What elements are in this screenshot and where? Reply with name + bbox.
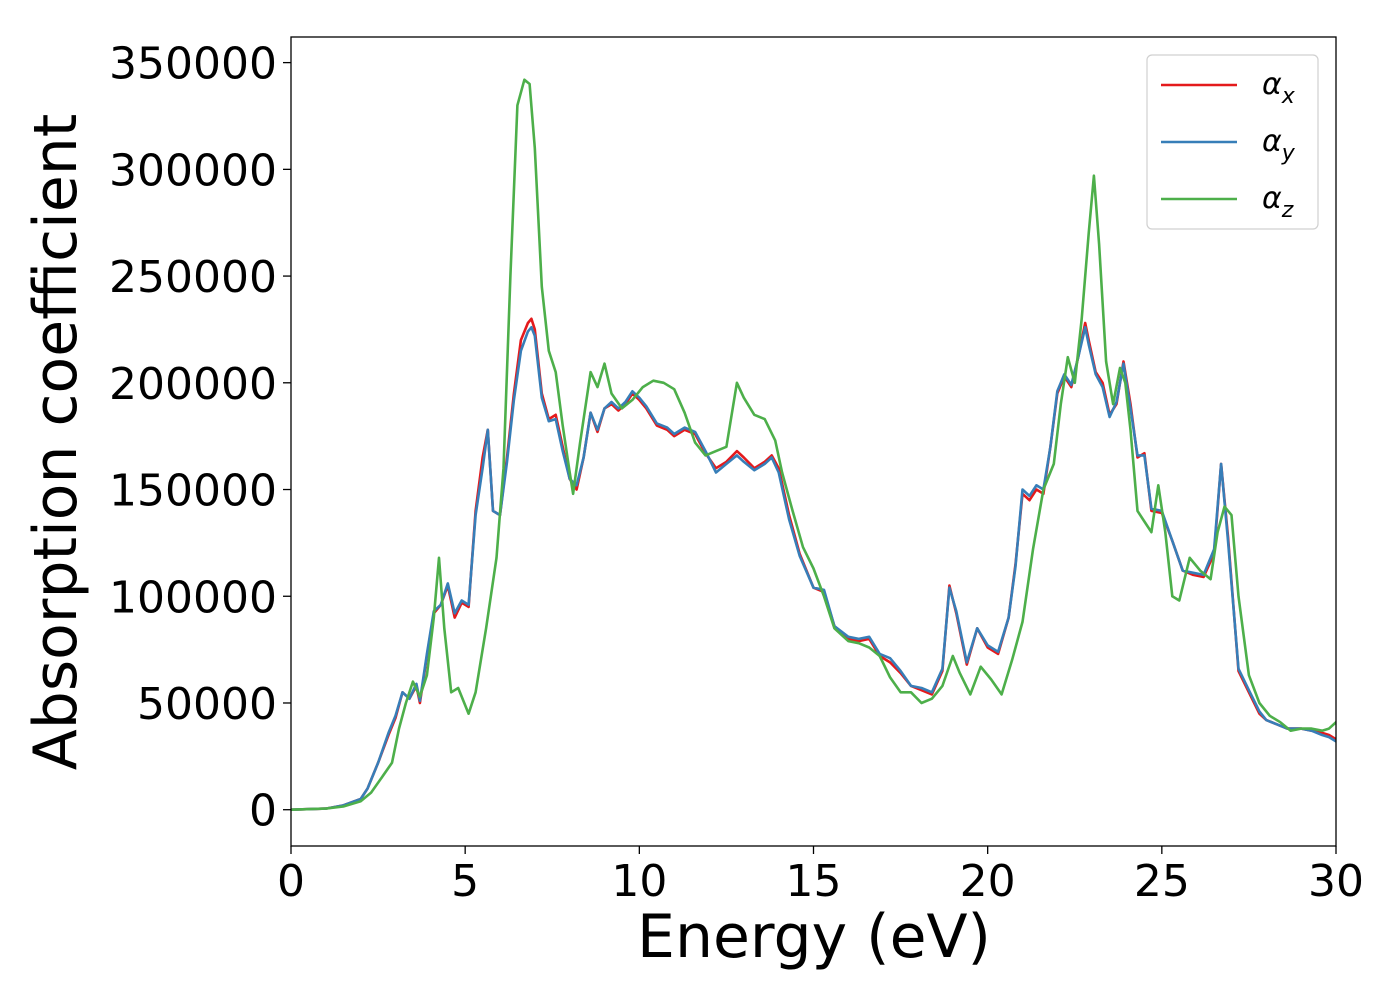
legend-label-y: αy xyxy=(1262,124,1296,166)
x-tick-label: 30 xyxy=(1308,856,1364,907)
legend-label-z: αz xyxy=(1262,181,1294,223)
plot-lines xyxy=(291,78,1336,811)
x-axis: 0 5 10 15 20 25 30 xyxy=(277,846,1364,907)
y-axis-label: Absorption coefficient xyxy=(21,114,91,771)
legend: αx αy αz xyxy=(1146,54,1319,230)
x-tick-label: 5 xyxy=(451,856,479,907)
x-axis-label: Energy (eV) xyxy=(637,902,991,972)
y-tick-label: 250000 xyxy=(109,252,277,303)
y-tick-label: 0 xyxy=(249,786,277,837)
y-axis: 0 50000 100000 150000 200000 250000 300000 3500… xyxy=(109,39,291,837)
x-tick-label: 20 xyxy=(960,856,1016,907)
x-tick-label: 25 xyxy=(1134,856,1190,907)
y-tick-label: 50000 xyxy=(137,679,277,730)
series-line-y xyxy=(291,326,1336,811)
series-line-z xyxy=(291,78,1336,811)
x-tick-label: 15 xyxy=(786,856,842,907)
x-tick-label: 10 xyxy=(611,856,667,907)
y-tick-label: 200000 xyxy=(109,359,277,410)
x-tick-label: 0 xyxy=(277,856,305,907)
legend-label-x: αx xyxy=(1262,67,1296,109)
y-tick-label: 150000 xyxy=(109,466,277,517)
y-tick-label: 100000 xyxy=(109,572,277,623)
y-tick-label: 300000 xyxy=(109,145,277,196)
y-tick-label: 350000 xyxy=(109,39,277,90)
